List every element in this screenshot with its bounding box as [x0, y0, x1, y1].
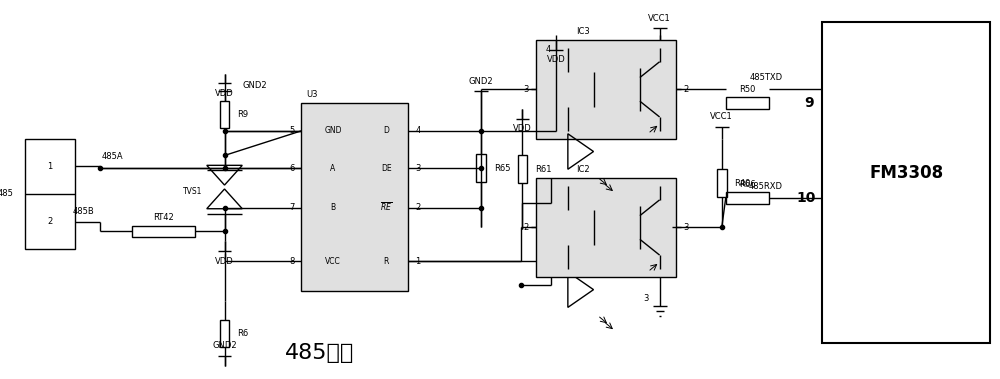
- Text: GND: GND: [324, 126, 342, 135]
- Bar: [717, 169, 727, 197]
- Text: 7: 7: [289, 203, 294, 212]
- Text: VDD: VDD: [215, 89, 234, 98]
- Bar: [220, 320, 229, 348]
- Text: RT42: RT42: [153, 213, 174, 222]
- Text: 3: 3: [415, 164, 421, 173]
- Bar: [476, 155, 486, 182]
- Text: $\overline{RE}$: $\overline{RE}$: [380, 202, 392, 214]
- Bar: [536, 40, 676, 139]
- Text: 4: 4: [546, 45, 551, 55]
- Text: FM3308: FM3308: [869, 164, 943, 182]
- Text: 2: 2: [47, 217, 53, 226]
- Text: 2: 2: [524, 223, 529, 232]
- Text: TVS1: TVS1: [183, 188, 203, 196]
- Text: R: R: [384, 257, 389, 266]
- Bar: [726, 192, 769, 204]
- Text: 9: 9: [804, 96, 813, 110]
- Text: B: B: [330, 203, 336, 212]
- Text: VCC: VCC: [325, 257, 341, 266]
- Text: 485A: 485A: [101, 152, 123, 161]
- Text: 1: 1: [47, 162, 53, 171]
- Text: IC2: IC2: [576, 165, 589, 174]
- Text: 485RXD: 485RXD: [749, 182, 783, 191]
- Text: 2: 2: [415, 203, 421, 212]
- Bar: [220, 101, 229, 128]
- Bar: [132, 226, 195, 237]
- Text: 485通讯: 485通讯: [285, 343, 354, 363]
- Text: VCC1: VCC1: [710, 113, 733, 122]
- Text: VDD: VDD: [513, 124, 532, 133]
- Text: 485: 485: [0, 190, 13, 199]
- Text: GND2: GND2: [242, 81, 267, 90]
- Text: R50: R50: [739, 85, 756, 94]
- Bar: [301, 103, 408, 291]
- Text: 5: 5: [289, 126, 294, 135]
- Text: 4: 4: [415, 126, 421, 135]
- Text: 485B: 485B: [73, 207, 94, 216]
- Bar: [822, 22, 990, 343]
- Bar: [25, 139, 75, 249]
- Bar: [518, 155, 527, 183]
- Text: VDD: VDD: [215, 257, 234, 266]
- Text: R9: R9: [237, 110, 248, 119]
- Text: A: A: [330, 164, 336, 173]
- Text: D: D: [383, 126, 389, 135]
- Text: GND2: GND2: [212, 341, 237, 350]
- Text: 8: 8: [289, 257, 294, 266]
- Text: GND2: GND2: [469, 77, 493, 86]
- Text: 3: 3: [684, 223, 689, 232]
- Text: DE: DE: [381, 164, 392, 173]
- Text: VDD: VDD: [547, 55, 565, 64]
- Text: IC3: IC3: [576, 27, 590, 36]
- Text: 6: 6: [289, 164, 294, 173]
- Text: R65: R65: [494, 164, 510, 173]
- Text: R40: R40: [735, 179, 751, 188]
- Text: 3: 3: [643, 294, 648, 303]
- Text: 10: 10: [797, 191, 816, 205]
- Bar: [726, 97, 769, 109]
- Text: 2: 2: [684, 85, 689, 94]
- Text: R61: R61: [535, 165, 552, 174]
- Text: 485TXD: 485TXD: [750, 73, 783, 82]
- Text: VCC1: VCC1: [648, 14, 671, 23]
- Text: 1: 1: [415, 257, 421, 266]
- Text: R6: R6: [237, 329, 249, 338]
- Text: R66: R66: [739, 180, 756, 189]
- Text: 3: 3: [524, 85, 529, 94]
- Bar: [536, 178, 676, 277]
- Text: U3: U3: [306, 90, 318, 99]
